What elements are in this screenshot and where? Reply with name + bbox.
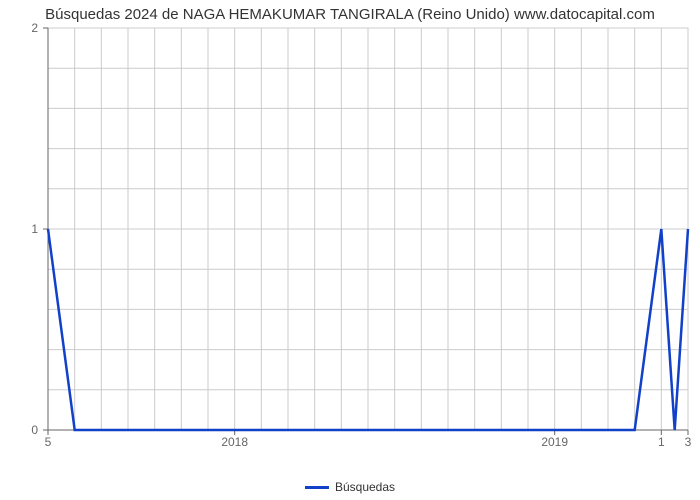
- chart-title: Búsquedas 2024 de NAGA HEMAKUMAR TANGIRA…: [45, 6, 655, 23]
- x-tick-label: 5: [45, 435, 52, 449]
- x-tick-label: 3: [685, 435, 692, 449]
- y-tick-label: 0: [31, 423, 38, 437]
- x-tick-label: 2018: [221, 435, 248, 449]
- x-tick-label: 1: [658, 435, 665, 449]
- chart-container: Búsquedas 2024 de NAGA HEMAKUMAR TANGIRA…: [0, 0, 700, 500]
- legend: Búsquedas: [305, 480, 395, 494]
- y-tick-label: 2: [31, 21, 38, 35]
- legend-swatch: [305, 486, 329, 489]
- x-tick-label: 2019: [541, 435, 568, 449]
- chart-svg: 0 1 2 5 2018 2019 1 3: [0, 0, 700, 500]
- legend-label: Búsquedas: [335, 480, 395, 494]
- y-tick-label: 1: [31, 222, 38, 236]
